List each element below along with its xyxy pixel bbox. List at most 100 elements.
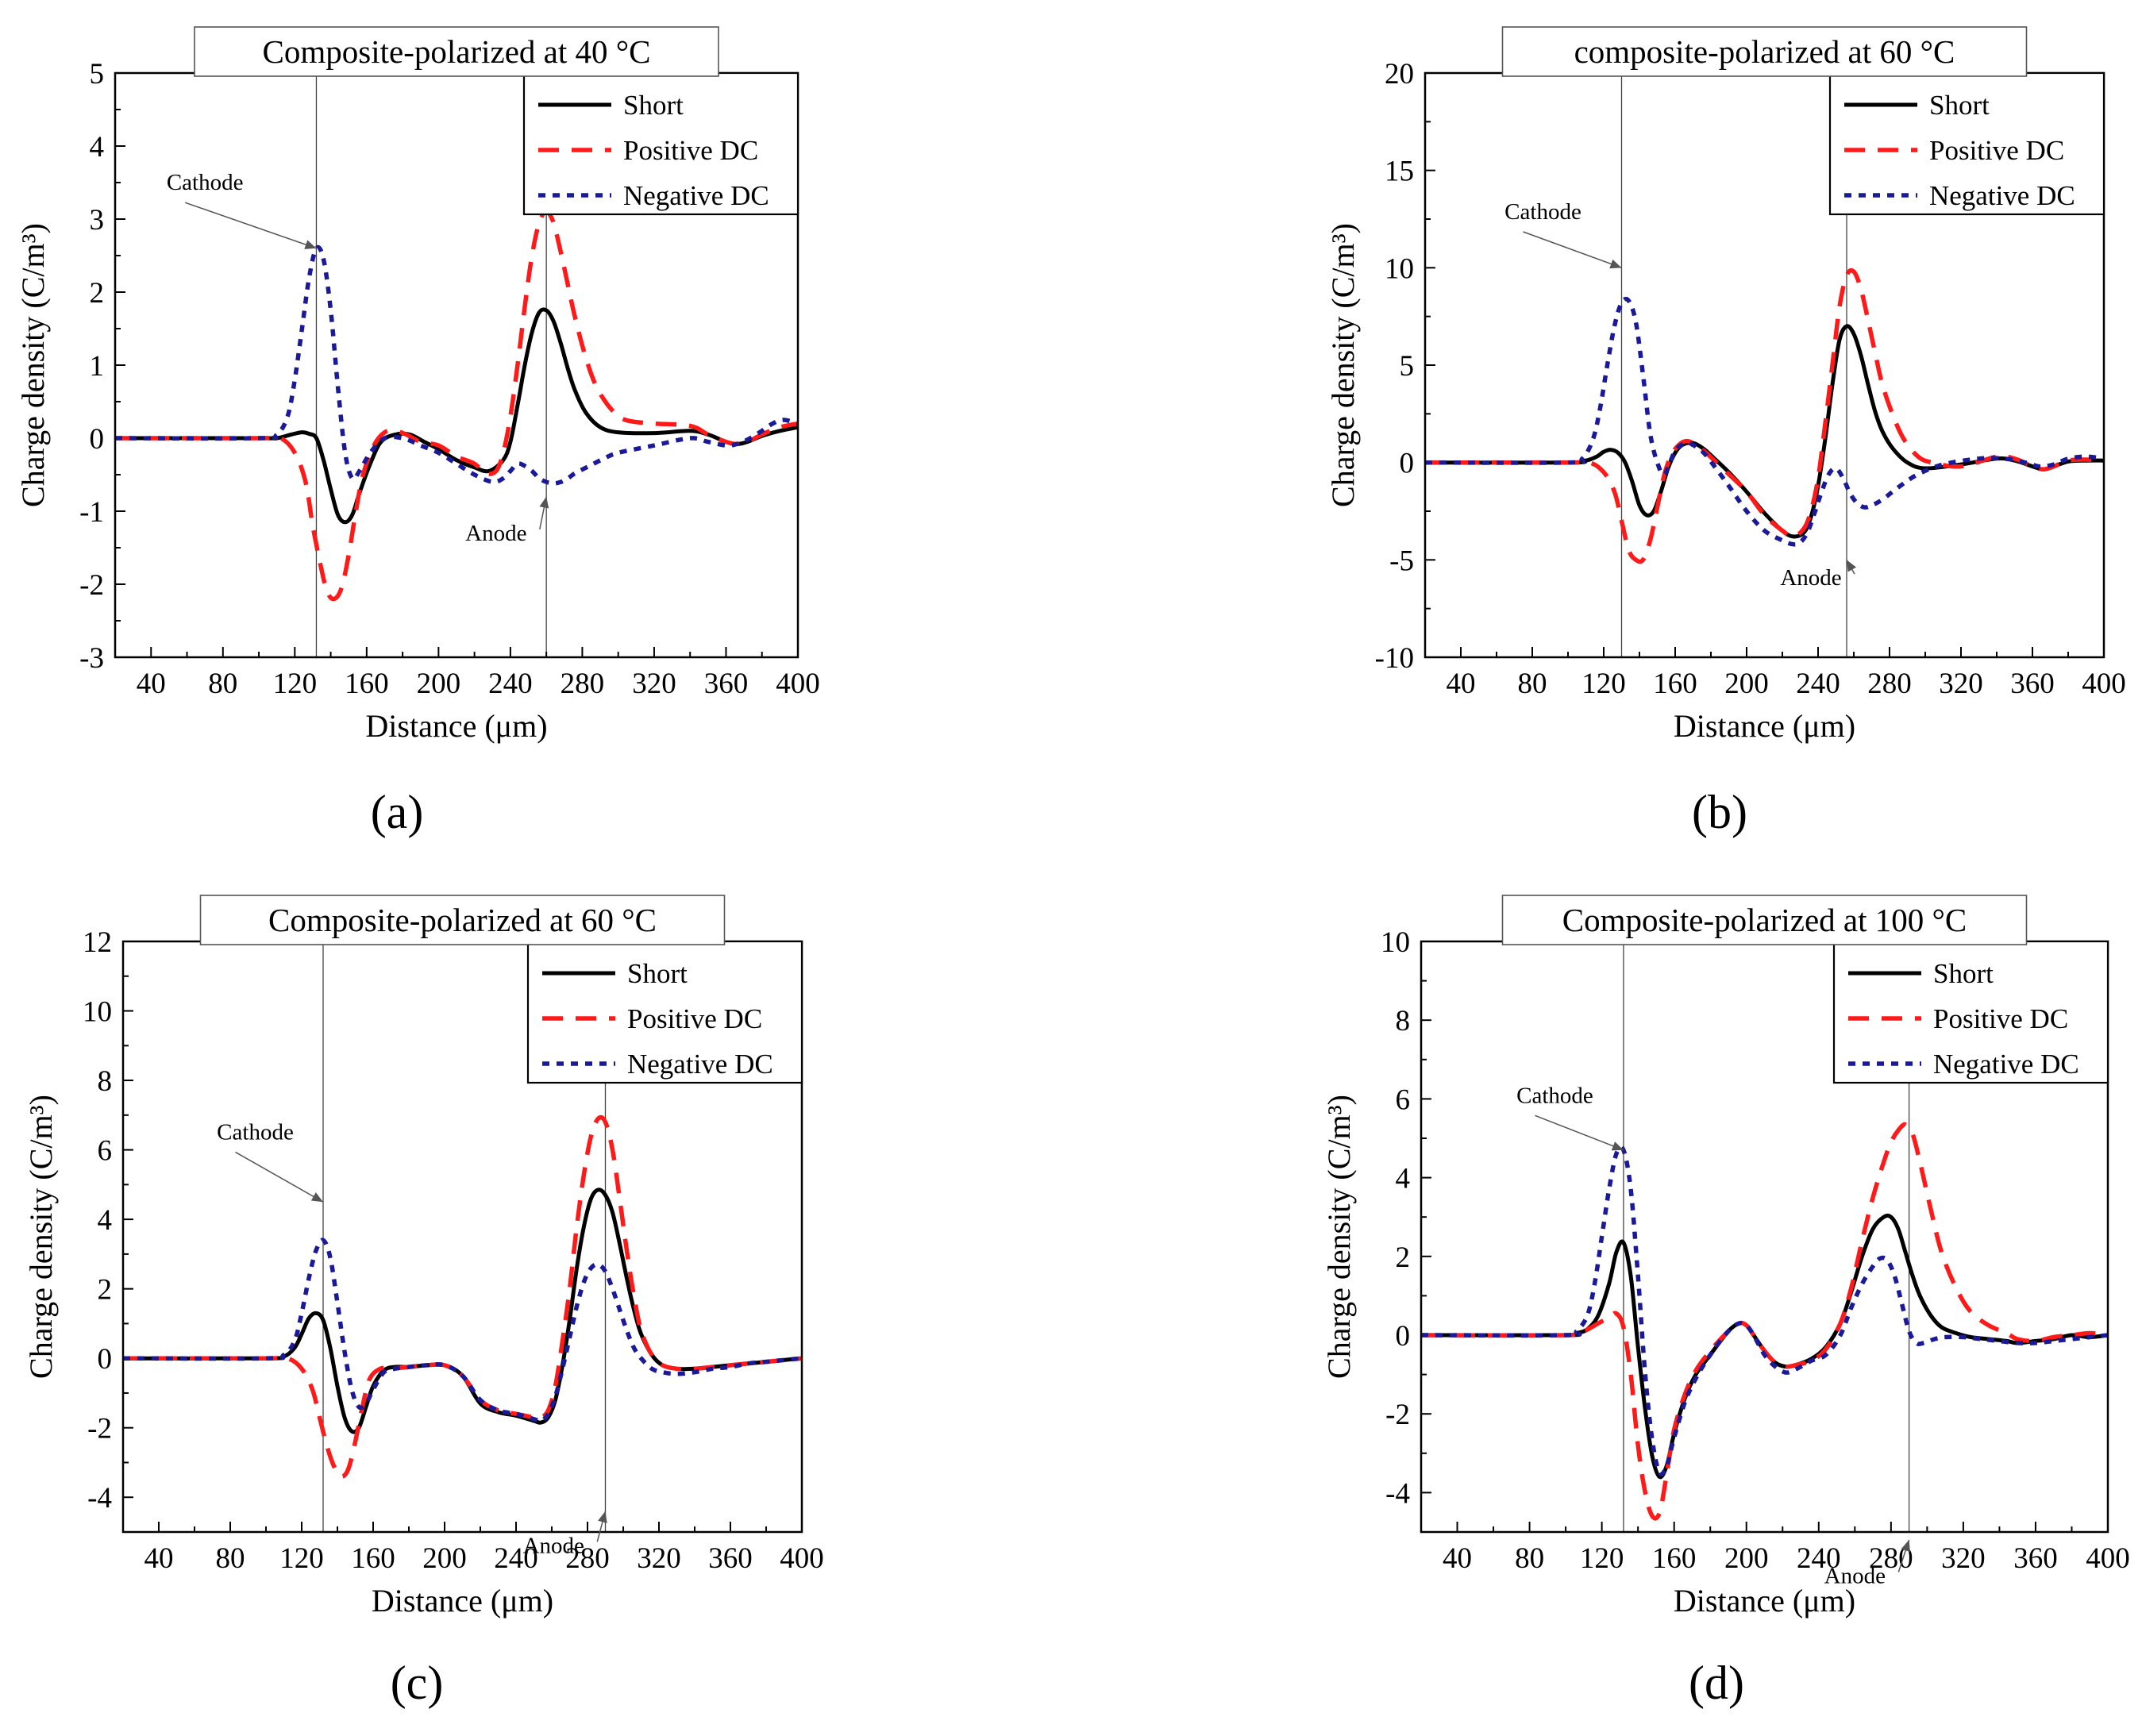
series-line-positive-dc [1421,1122,2108,1521]
x-tick-label: 400 [776,668,820,700]
y-tick-label: -2 [1385,1399,1410,1431]
series-line-short [115,307,798,525]
series-line-negative-dc [123,1238,802,1424]
x-tick-label: 400 [2086,1542,2130,1575]
title-box [1501,895,2028,945]
y-tick-label: 3 [90,204,105,237]
x-tick-label: 360 [2010,668,2055,700]
legend-box [526,940,803,1084]
legend-label-short: Short [1929,90,1990,121]
x-tick-label: 200 [417,668,461,700]
x-tick-label: 80 [208,668,237,700]
series-line-negative-dc [1425,296,2104,547]
cathode-annotation: Cathode [1516,1083,1593,1108]
x-tick-label: 40 [1447,668,1476,700]
series-line-negative-dc [115,244,798,486]
series-line-short [123,1187,802,1434]
x-tick-label: 280 [1867,668,1912,700]
title-box [194,26,719,77]
y-tick-label: -2 [87,1413,112,1445]
y-tick-label: 20 [1385,58,1414,90]
anode-arrowhead [1847,560,1857,572]
x-tick-label: 40 [137,668,166,700]
x-tick-label: 240 [1797,1542,1841,1575]
y-axis-title: Charge density (C/m³) [1325,223,1361,507]
anode-arrowhead [598,1511,607,1523]
x-tick-label: 320 [1939,668,1983,700]
y-tick-label: -4 [87,1482,112,1515]
x-tick-label: 320 [1941,1542,1986,1575]
cathode-arrow-line [235,1151,324,1203]
y-tick-label: 0 [98,1343,113,1376]
y-tick-label: 0 [1400,448,1415,480]
panel-label: (c) [391,1657,444,1709]
x-tick-label: 120 [1580,1542,1624,1575]
legend-label-negative-dc: Negative DC [1933,1049,2079,1080]
cathode-arrow-line [1523,231,1622,269]
panel-label: (a) [371,786,424,838]
legend-label-negative-dc: Negative DC [623,180,769,211]
x-axis-title: Distance (μm) [1674,1583,1855,1619]
y-tick-label: -1 [79,496,104,529]
chart-title: Composite-polarized at 60 °C [268,902,657,938]
series-line-negative-dc [1421,1145,2108,1476]
panel-label: (d) [1689,1657,1744,1709]
cathode-arrowhead [1611,1141,1624,1151]
y-axis-title: Charge density (C/m³) [23,1095,59,1379]
x-tick-label: 80 [1515,1542,1544,1575]
y-tick-label: 8 [1396,1005,1411,1037]
legend-label-short: Short [627,958,688,989]
y-tick-label: 15 [1385,156,1414,188]
y-tick-label: 4 [98,1204,113,1237]
x-tick-label: 160 [1653,668,1697,700]
y-tick-label: 2 [1396,1241,1411,1274]
x-tick-label: 360 [708,1542,753,1575]
y-tick-label: 4 [90,131,105,164]
x-tick-label: 160 [1652,1542,1697,1575]
cathode-annotation: Cathode [1504,199,1581,225]
series-line-short [1421,1213,2108,1480]
y-tick-label: 10 [83,996,112,1029]
x-tick-label: 360 [2013,1542,2058,1575]
y-tick-label: -3 [79,642,104,675]
cathode-annotation: Cathode [167,170,244,195]
x-tick-label: 40 [144,1542,174,1575]
cathode-arrowhead [310,1192,323,1203]
chart-panel-1: 40 80 120 160 200 240 280 320 360 400 -3 -2 -1 0 1 2 3 4 5… [15,26,820,838]
y-tick-label: 10 [1381,926,1410,959]
anode-annotation: Anode [465,521,526,546]
y-axis-title: Charge density (C/m³) [15,223,51,507]
cathode-arrowhead [1609,259,1622,269]
cathode-arrow-line [184,202,317,249]
title-box [1501,26,2028,77]
x-tick-label: 80 [216,1542,245,1575]
anode-arrowhead [539,496,549,509]
x-tick-label: 320 [637,1542,681,1575]
legend-label-short: Short [1933,958,1994,989]
x-tick-label: 400 [780,1542,824,1575]
cathode-annotation: Cathode [217,1119,294,1145]
chart-title: Composite-polarized at 40 °C [263,33,651,70]
y-tick-label: 2 [90,277,105,310]
y-tick-label: 6 [1396,1084,1411,1116]
series-line-positive-dc [123,1114,802,1479]
y-tick-label: 10 [1385,252,1414,285]
x-tick-label: 40 [1443,1542,1472,1575]
y-tick-label: 4 [1396,1163,1411,1195]
series-line-positive-dc [1425,268,2104,564]
anode-annotation: Anode [523,1533,584,1558]
series-line-positive-dc [115,210,798,602]
chart-title: composite-polarized at 60 °C [1574,33,1955,70]
title-box [199,895,726,945]
anode-annotation: Anode [1780,565,1841,591]
x-tick-label: 320 [632,668,676,700]
legend-label-positive-dc: Positive DC [623,135,758,166]
cathode-arrow-line [1535,1114,1624,1151]
chart-panel-2: 40 80 120 160 200 240 280 320 360 400 -10 -5 0 5 10 15 2… [1325,26,2126,838]
x-tick-label: 120 [273,668,318,700]
y-tick-label: 5 [90,58,105,90]
x-tick-label: 200 [1724,1542,1769,1575]
legend-label-negative-dc: Negative DC [1929,180,2075,211]
x-tick-label: 200 [1724,668,1769,700]
